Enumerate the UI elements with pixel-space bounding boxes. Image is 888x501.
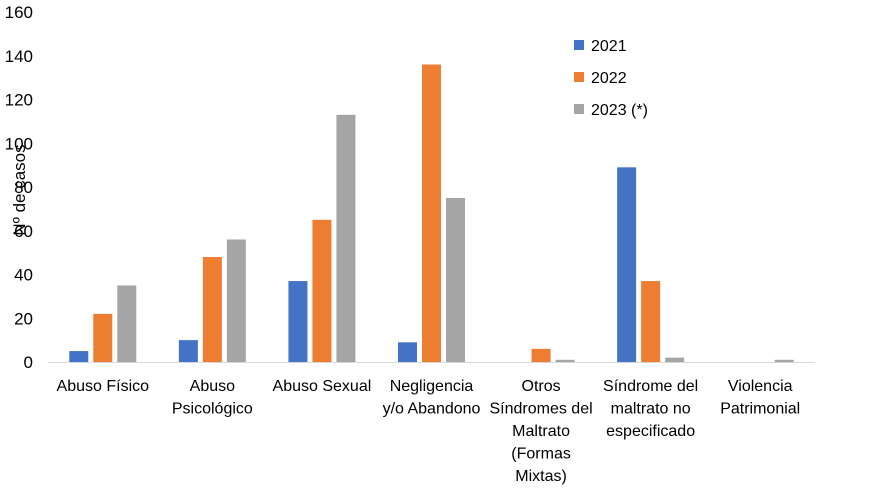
x-category-label: Abuso — [190, 378, 235, 395]
y-tick-label: 140 — [5, 47, 33, 66]
y-axis-label: Nº de casos — [10, 144, 29, 235]
bar-2021-1 — [178, 340, 198, 362]
bar-2022-3 — [422, 64, 441, 362]
y-tick-label: 100 — [5, 134, 33, 153]
legend-swatch — [574, 40, 584, 50]
x-category-label: Abuso Físico — [57, 378, 150, 395]
bars-layer — [69, 64, 794, 362]
x-category-label: Mixtas) — [515, 468, 567, 485]
x-category-label: Abuso Sexual — [273, 378, 372, 395]
x-category-label: Síndromes del — [489, 401, 592, 418]
bar-2021-3 — [398, 342, 417, 362]
legend-label: 2022 — [591, 70, 627, 87]
y-tick-label: 160 — [5, 3, 33, 22]
bar-2023-6 — [774, 359, 794, 362]
x-category-label: Patrimonial — [720, 401, 800, 418]
bar-2021-0 — [69, 351, 89, 362]
x-category-label: Síndrome del — [603, 378, 698, 395]
legend-swatch — [574, 72, 584, 82]
x-category-label: Negligencia — [390, 378, 474, 395]
bar-2023-3 — [446, 197, 465, 362]
legend: 2021 2022 2023 (*) — [574, 38, 648, 119]
x-category-label: Maltrato — [512, 423, 570, 440]
legend-label: 2023 (*) — [591, 102, 648, 119]
y-tick-label: 80 — [14, 178, 33, 197]
x-category-label: (Formas — [511, 446, 571, 463]
bar-2022-5 — [641, 281, 661, 362]
y-tick-label: 120 — [5, 91, 33, 110]
y-tick-label: 20 — [14, 309, 33, 328]
x-category-label: Psicológico — [172, 401, 253, 418]
legend-label: 2021 — [591, 38, 627, 55]
legend-swatch — [574, 104, 584, 114]
y-axis-ticks: 0 20 40 60 80 100 120 140 160 — [5, 3, 33, 372]
bar-2023-0 — [117, 285, 137, 362]
bar-2023-4 — [555, 359, 575, 362]
bar-2021-2 — [288, 281, 308, 362]
bar-2023-1 — [226, 239, 246, 362]
bar-2022-4 — [531, 348, 551, 362]
y-tick-label: 60 — [14, 222, 33, 241]
bar-2021-5 — [617, 167, 637, 362]
y-tick-label: 40 — [14, 266, 33, 285]
bar-2022-0 — [93, 313, 113, 362]
x-category-label: especificado — [606, 423, 695, 440]
x-category-label: Violencia — [728, 378, 793, 395]
x-category-label: maltrato no — [611, 401, 691, 418]
bar-2023-2 — [336, 114, 356, 362]
x-category-label: y/o Abandono — [383, 401, 481, 418]
bar-2023-5 — [665, 357, 685, 362]
x-axis-categories: Abuso Físico Abuso Psicológico Abuso Sexual… — [57, 378, 801, 485]
bar-2022-1 — [202, 257, 222, 362]
y-tick-label: 0 — [24, 353, 33, 372]
bar-2022-2 — [312, 219, 332, 362]
x-category-label: Otros — [522, 378, 561, 395]
